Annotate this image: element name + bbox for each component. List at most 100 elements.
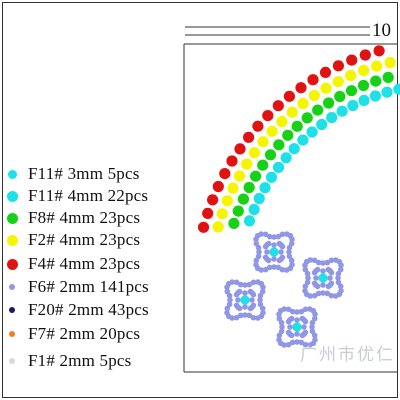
flower-bead [320,282,326,288]
flower-bead [279,243,286,250]
flower-bead [307,257,314,263]
rainbow-bead [371,60,383,72]
rainbow-bead [237,193,249,205]
flower-bead [311,292,318,299]
rainbow-bead [291,120,303,132]
flower-bead [333,293,339,299]
flower-bead [276,332,283,339]
flower-bead [337,266,344,273]
rainbow-bead [219,168,231,180]
legend-label: F4# 4mm 23pcs [28,254,141,273]
rainbow-bead [266,125,278,137]
flower-bead [257,297,263,303]
flower-bead [278,328,285,335]
flower-bead [264,249,270,255]
flower-bead [307,342,313,348]
flower-bead [255,244,262,251]
rainbow-bead [233,170,246,182]
flower-bead [327,275,333,281]
rainbow-bead [241,158,253,170]
rainbow-bead [265,171,278,183]
legend-item: F1# 2mm 5pcs [6,350,131,372]
flower-bead [250,279,257,286]
rainbow-bead [334,90,346,103]
flower-bead [294,339,300,345]
dimension-label: 10 [372,20,391,41]
flower-bead [257,301,264,308]
flower-bead [281,306,288,312]
flower-bead [294,317,300,323]
flower-bead [246,281,253,288]
legend-label: F11# 4mm 22pcs [28,186,149,205]
rainbow-bead [280,152,292,164]
flower-bead [247,305,254,312]
flower-motifs [224,231,344,348]
rainbow-bead [369,90,381,102]
rainbow-bead [393,83,400,95]
rainbow-bead [228,217,240,229]
rainbow-bead [359,49,371,61]
flower-bead [288,240,295,247]
rainbow-arc [197,45,400,233]
rainbow-bead [373,45,385,57]
rainbow-bead [232,205,244,217]
flower-bead [309,319,316,326]
flower-bead [250,314,257,321]
flower-bead [226,292,233,299]
flower-bead [271,242,277,248]
rainbow-bead [297,97,309,110]
rainbow-bead [226,155,238,167]
flower-bead [311,315,318,322]
rainbow-bead [332,76,344,88]
flower-bead [286,253,293,260]
flower-bead [233,279,240,286]
flower-bead [335,270,342,277]
rainbow-bead [202,207,214,219]
flower-bead [237,312,244,319]
legend-item: F6# 2mm 141pcs [6,276,149,298]
rainbow-bead [345,85,358,97]
rainbow-bead [264,149,277,161]
rainbow-bead [306,126,318,138]
flower-bead [278,319,285,326]
flower-bead [302,283,309,290]
rainbow-bead [216,208,228,220]
rainbow-bead [272,161,285,173]
flower-bead [265,240,272,247]
rainbow-bead [316,118,328,131]
rainbow-bead [319,66,332,78]
flower-bead [285,306,292,313]
flower-bead [311,280,318,287]
flower-bead [226,301,233,308]
bead-swatch-icon [9,307,15,313]
flower-bead [289,236,295,242]
flower-bead [233,302,240,309]
flower-bead [286,249,292,255]
rainbow-bead [336,105,348,117]
flower-bead [254,315,261,321]
rainbow-bead [262,110,274,122]
flower-bead [249,297,255,303]
rainbow-bead [273,139,285,151]
flower-bead [233,314,240,321]
flower-bead [258,231,265,237]
legend-item: F20# 2mm 43pcs [6,299,149,321]
flower-bead [324,290,331,297]
rainbow-bead [207,194,219,206]
flower-bead [275,233,282,240]
flower-bead [227,297,233,303]
flower-bead [242,304,248,310]
flower-bead [288,257,295,264]
rainbow-bead [272,100,284,112]
flower-bead [287,324,293,330]
flower-bead [294,309,300,315]
bead-swatch-icon [9,284,15,290]
rainbow-bead [197,221,210,233]
rainbow-bead [320,82,332,94]
rainbow-bead [227,182,239,194]
legend-label: F7# 2mm 20pcs [28,324,141,343]
rainbow-bead [370,75,382,87]
flower-bead [259,305,266,312]
flower-bead [259,288,266,295]
